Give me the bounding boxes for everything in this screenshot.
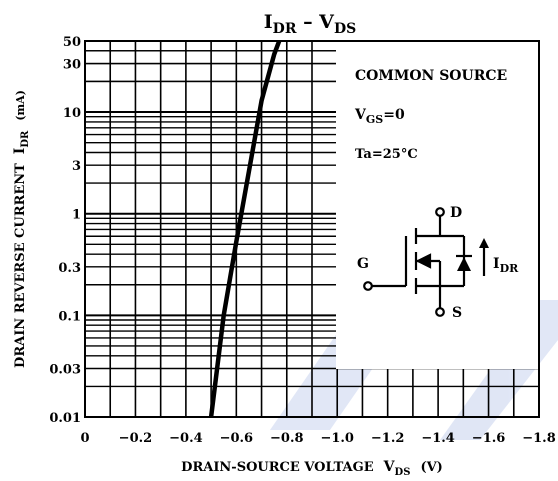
x-tick-labels: 0 −0.2 −0.4 −0.6 −0.8 −1.0 −1.2 −1.4 −1.6 −1.8 <box>80 431 555 446</box>
y-tick-label: 50 <box>63 35 81 50</box>
vgs-label: VGS=0 <box>354 107 405 126</box>
drain-label: D <box>450 205 462 221</box>
ta-label: Ta=25°C <box>355 147 418 162</box>
x-tick-label: −1.6 <box>472 431 506 446</box>
y-axis-label: DRAIN REVERSE CURRENTIDR(mA) <box>12 90 31 368</box>
x-tick-label: −1.8 <box>522 431 556 446</box>
x-tick-label: −0.2 <box>119 431 153 446</box>
x-axis-label: DRAIN-SOURCE VOLTAGE VDS (V) <box>181 459 443 478</box>
chart-title: IDR – VDS <box>264 11 356 37</box>
source-label: S <box>452 305 462 321</box>
y-tick-label: 3 <box>72 159 81 174</box>
x-tick-label: 0 <box>80 431 89 446</box>
x-tick-label: −0.4 <box>169 431 203 446</box>
x-tick-label: −0.8 <box>270 431 304 446</box>
plot-frame <box>84 40 540 418</box>
x-tick-label: −0.6 <box>220 431 254 446</box>
y-tick-label: 0.1 <box>58 309 81 324</box>
y-tick-label: 0.01 <box>49 411 81 426</box>
y-tick-label: 0.3 <box>58 261 81 276</box>
annotation-box <box>336 41 539 369</box>
current-label: IDR <box>493 256 519 275</box>
gate-label: G <box>357 256 369 272</box>
x-tick-label: −1.2 <box>371 431 405 446</box>
x-tick-label: −1.0 <box>320 431 354 446</box>
y-tick-label: 1 <box>72 208 81 223</box>
mosfet-symbol <box>363 207 489 317</box>
y-tick-label: 0.03 <box>49 363 81 378</box>
y-tick-label: 30 <box>63 58 81 73</box>
y-tick-label: 10 <box>63 106 81 121</box>
y-tick-labels: 0.01 0.03 0.1 0.3 1 3 10 30 50 <box>49 35 81 426</box>
series-line <box>208 40 282 418</box>
x-tick-label: −1.4 <box>421 431 455 446</box>
common-source-label: COMMON SOURCE <box>355 68 507 84</box>
